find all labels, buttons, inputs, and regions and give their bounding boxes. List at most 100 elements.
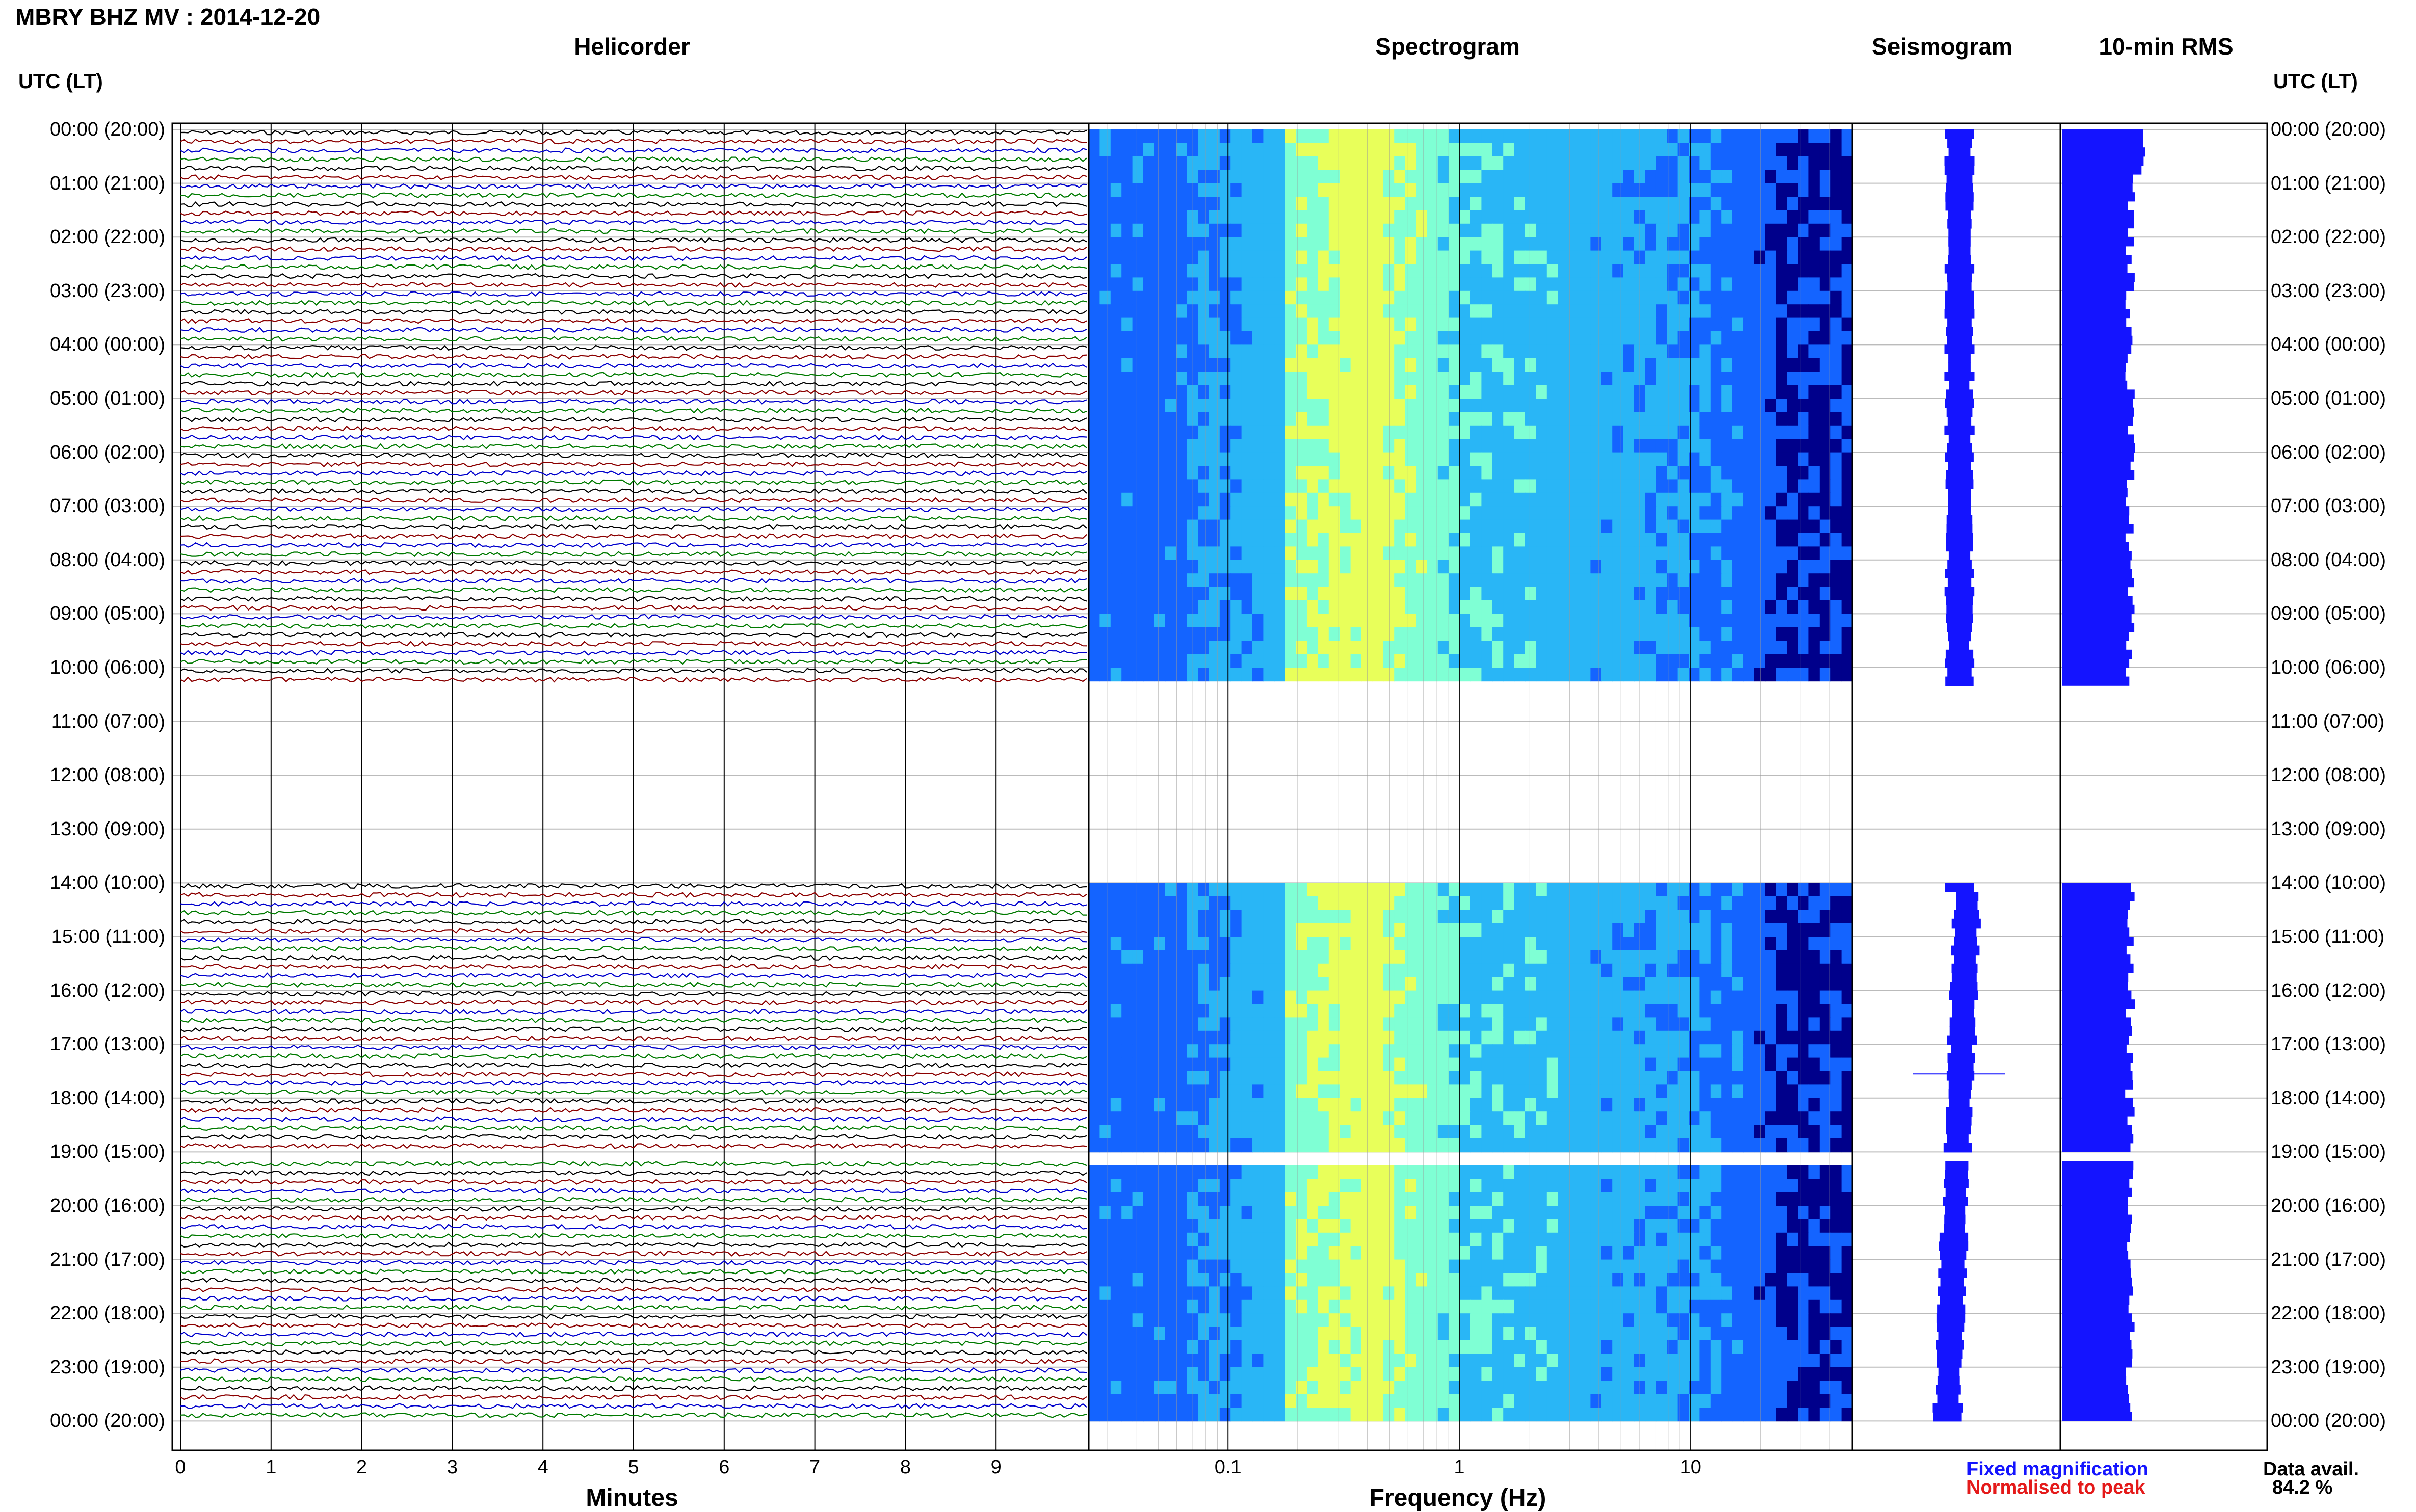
spectrogram-cell [1449, 170, 1460, 183]
spectrogram-cell [1569, 600, 1580, 614]
spectrogram-cell [1372, 641, 1383, 654]
spectrogram-cell [1547, 197, 1558, 210]
spectrogram-cell [1416, 910, 1427, 923]
spectrogram-cell [1569, 399, 1580, 412]
spectrogram-cell [1776, 627, 1787, 641]
spectrogram-cell [1830, 1179, 1842, 1192]
spectrogram-cell [1590, 304, 1601, 318]
spectrogram-cell [1765, 1206, 1776, 1219]
spectrogram-cell [1263, 923, 1274, 937]
spectrogram-cell [1590, 883, 1601, 896]
spectrogram-cell [1580, 533, 1591, 547]
spectrogram-cell [1209, 923, 1220, 937]
spectrogram-cell [1536, 331, 1547, 345]
spectrogram-cell [1416, 277, 1427, 291]
spectrogram-cell [1536, 344, 1547, 358]
spectrogram-cell [1569, 466, 1580, 480]
spectrogram-cell [1503, 210, 1514, 224]
spectrogram-cell [1678, 183, 1689, 197]
spectrogram-cell [1383, 331, 1395, 345]
spectrogram-cell [1176, 170, 1187, 183]
spectrogram-cell [1176, 1125, 1187, 1139]
spectrogram-cell [1165, 1071, 1176, 1085]
spectrogram-cell [1449, 923, 1460, 937]
spectrogram-cell [1721, 1017, 1732, 1031]
spectrogram-cell [1121, 910, 1133, 923]
spectrogram-cell [1427, 1058, 1438, 1072]
spectrogram-cell [1220, 614, 1231, 627]
spectrogram-cell [1634, 883, 1645, 896]
spectrogram-cell [1656, 170, 1667, 183]
spectrogram-cell [1187, 614, 1198, 627]
spectrogram-cell [1481, 318, 1492, 332]
spectrogram-cell [1252, 668, 1264, 681]
spectrogram-cell [1383, 453, 1395, 466]
spectrogram-cell [1274, 1017, 1285, 1031]
spectrogram-cell [1449, 291, 1460, 305]
spectrogram-cell [1165, 1179, 1176, 1192]
spectrogram-cell [1612, 506, 1623, 520]
spectrogram-cell [1667, 197, 1678, 210]
spectrogram-cell [1754, 412, 1765, 426]
spectrogram-cell [1634, 210, 1645, 224]
spectrogram-cell [1165, 237, 1176, 251]
spectrogram-cell [1732, 372, 1744, 385]
spectrogram-cell [1449, 344, 1460, 358]
spectrogram-cell [1198, 224, 1209, 237]
spectrogram-cell [1143, 1084, 1154, 1098]
spectrogram-cell [1099, 1004, 1111, 1018]
spectrogram-cell [1820, 466, 1831, 480]
spectrogram-cell [1187, 331, 1198, 345]
spectrogram-cell [1580, 506, 1591, 520]
spectrogram-cell [1721, 1058, 1732, 1072]
spectrogram-cell [1711, 385, 1722, 399]
spectrogram-cell [1274, 573, 1285, 587]
spectrogram-cell [1808, 493, 1820, 507]
spectrogram-cell [1230, 1084, 1242, 1098]
spectrogram-cell [1394, 277, 1405, 291]
spectrogram-cell [1798, 1219, 1809, 1233]
spectrogram-cell [1340, 1165, 1351, 1179]
spectrogram-cell [1111, 344, 1122, 358]
spectrogram-cell [1405, 358, 1416, 372]
spectrogram-cell [1699, 170, 1711, 183]
spectrogram-cell [1165, 950, 1176, 964]
spectrogram-cell [1318, 991, 1329, 1004]
spectrogram-cell [1340, 1044, 1351, 1058]
spectrogram-cell [1601, 237, 1613, 251]
spectrogram-cell [1699, 129, 1711, 143]
spectrogram-cell [1099, 937, 1111, 950]
spectrogram-cell [1656, 439, 1667, 453]
spectrogram-cell [1492, 937, 1504, 950]
spectrogram-cell [1830, 344, 1842, 358]
spectrogram-cell [1776, 520, 1787, 534]
spectrogram-cell [1274, 318, 1285, 332]
spectrogram-cell [1808, 1058, 1820, 1072]
spectrogram-cell [1580, 170, 1591, 183]
spectrogram-cell [1678, 170, 1689, 183]
spectrogram-cell [1569, 183, 1580, 197]
spectrogram-cell [1754, 910, 1765, 923]
spectrogram-cell [1154, 385, 1165, 399]
spectrogram-cell [1099, 1071, 1111, 1085]
spectrogram-cell [1580, 291, 1591, 305]
spectrogram-cell [1547, 1071, 1558, 1085]
spectrogram-cell [1187, 1206, 1198, 1219]
spectrogram-cell [1743, 1031, 1754, 1045]
spectrogram-cell [1449, 1098, 1460, 1112]
spectrogram-cell [1580, 439, 1591, 453]
spectrogram-cell [1099, 896, 1111, 910]
spectrogram-cell [1242, 546, 1253, 560]
spectrogram-cell [1525, 1206, 1536, 1219]
spectrogram-cell [1732, 344, 1744, 358]
spectrogram-cell [1307, 668, 1318, 681]
spectrogram-cell [1765, 520, 1776, 534]
spectrogram-cell [1842, 453, 1853, 466]
spectrogram-cell [1285, 453, 1296, 466]
spectrogram-cell [1776, 1044, 1787, 1058]
spectrogram-cell [1416, 1125, 1427, 1139]
spectrogram-cell [1765, 493, 1776, 507]
spectrogram-cell [1307, 237, 1318, 251]
spectrogram-cell [1743, 251, 1754, 264]
spectrogram-cell [1318, 318, 1329, 332]
